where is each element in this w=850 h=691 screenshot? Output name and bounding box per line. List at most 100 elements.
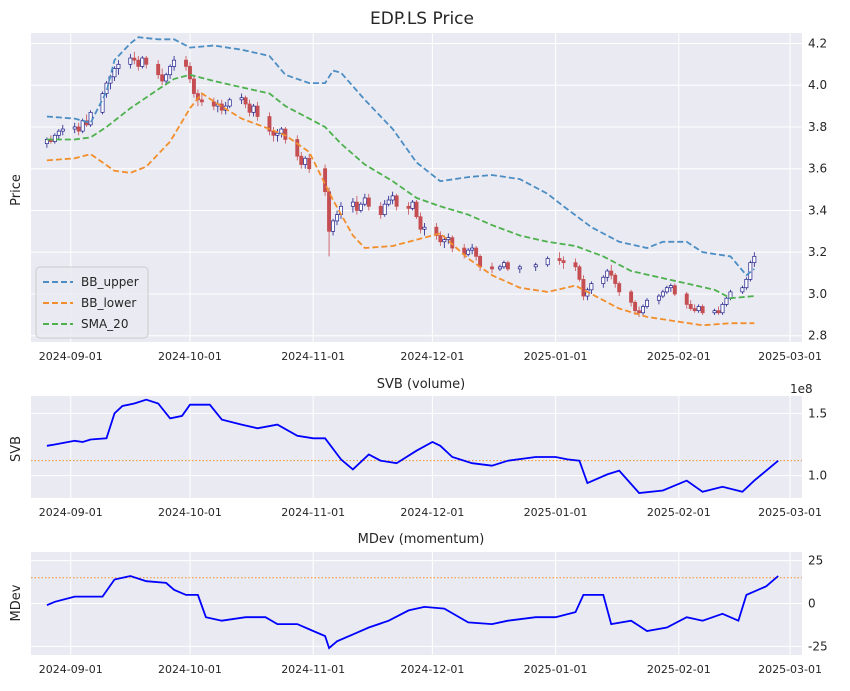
candle-body [716, 310, 721, 314]
candle-body [72, 126, 77, 130]
candle-body [80, 120, 85, 132]
candle-body [219, 103, 224, 111]
candle-body [184, 59, 188, 67]
candle-body [752, 256, 757, 264]
candle-body [299, 155, 304, 165]
svb-x-tick-label: 2024-12-01 [400, 506, 464, 519]
mdev-x-tick-label: 2025-02-01 [647, 663, 711, 676]
mdev-y-tick-label: 0 [808, 597, 816, 611]
candle-body [692, 308, 697, 312]
candle-body [664, 287, 669, 293]
candle-body [446, 237, 451, 241]
price-x-tick-label: 2024-09-01 [39, 350, 103, 363]
price-x-tick-label: 2025-03-01 [758, 350, 822, 363]
candle-body [295, 139, 300, 157]
candle-body [641, 306, 645, 314]
candle-body [390, 195, 395, 201]
candle-body [199, 99, 204, 103]
candle-body [52, 134, 57, 142]
candle-body [589, 283, 594, 291]
candle-body [490, 266, 494, 270]
candle-body [112, 68, 117, 78]
candle-body [724, 297, 729, 305]
mdev-line [46, 575, 779, 650]
mdev-x-tick-label: 2025-03-01 [758, 663, 822, 676]
candle-body [362, 197, 367, 205]
price-y-tick-label: 2.8 [808, 329, 827, 343]
candle-body [581, 279, 586, 297]
svb-ylabel: SVB [9, 436, 24, 462]
mdev-x-tick-label: 2024-10-01 [158, 663, 222, 676]
price-panel: 2024-09-01 2024-10-01 2024-11-01 2024-12-01… [31, 33, 827, 363]
candle-body [605, 270, 610, 278]
candle-body [267, 116, 272, 132]
candle-body [406, 205, 411, 209]
candle-body [128, 57, 133, 65]
candle-body [76, 126, 81, 132]
svb-y-tick-label: 1.0 [808, 469, 827, 483]
candle-body [517, 266, 522, 270]
svb-x-tick-label: 2024-09-01 [39, 506, 103, 519]
candle-body [247, 103, 252, 113]
candle-body [561, 260, 566, 264]
candle-body [211, 101, 216, 107]
candle-body [354, 201, 359, 211]
candle-body [645, 299, 649, 307]
svb-x-tick-label: 2025-03-01 [758, 506, 822, 519]
mdev-x-tick-label: 2024-12-01 [400, 663, 464, 676]
candle-body [466, 249, 471, 255]
candle-body [366, 197, 371, 207]
price-y-tick-label: 3.2 [808, 245, 827, 259]
candle-body [307, 157, 312, 170]
svb-line [46, 398, 779, 494]
candle-body [498, 266, 502, 270]
candle-body [684, 293, 689, 305]
candle-body [501, 262, 506, 268]
candle-body [629, 291, 634, 303]
series-line-sma-20 [46, 73, 755, 300]
legend: BB_upper BB_lower SMA_20 [35, 266, 149, 339]
svb-offset-label: 1e8 [790, 382, 813, 396]
candle-body [601, 276, 606, 284]
candle-body [160, 74, 165, 82]
candle-body [279, 128, 284, 134]
svb-x-tick-label: 2024-11-01 [281, 506, 345, 519]
candle-body [227, 99, 232, 107]
svb-y-tick-label: 1.5 [808, 406, 827, 420]
svb-title: SVB (volume) [377, 377, 466, 392]
candle-body [243, 97, 248, 105]
candle-body [303, 157, 308, 165]
candle-body [533, 264, 538, 268]
price-ylabel: Price [9, 174, 24, 206]
candle-body [239, 97, 244, 101]
price-y-tick-label: 4.0 [808, 78, 827, 92]
price-y-tick-label: 3.0 [808, 287, 827, 301]
candle-body [251, 105, 256, 113]
chart-title: EDP.LS Price [370, 9, 474, 29]
price-y-tick-label: 4.2 [808, 36, 827, 50]
candle-body [434, 226, 439, 236]
price-y-tick-label: 3.4 [808, 203, 827, 217]
candle-body [545, 258, 550, 266]
candle-body [191, 78, 196, 94]
candle-body [275, 132, 280, 136]
candle-body [378, 205, 383, 215]
candle-body [557, 258, 562, 261]
candle-body [335, 214, 339, 222]
candle-body [656, 295, 661, 301]
legend-box [35, 266, 149, 339]
candle-body [668, 285, 673, 289]
candle-body [577, 266, 582, 280]
mdev-y-tick-label: -25 [808, 639, 828, 653]
candle-body [688, 304, 693, 309]
candle-body [350, 201, 355, 207]
mdev-x-tick-label: 2025-01-01 [524, 663, 588, 676]
candle-body [84, 120, 89, 126]
mdev-ylabel: MDev [9, 584, 24, 621]
candle-body [442, 239, 447, 243]
candle-body [394, 195, 399, 207]
candle-body [44, 139, 49, 145]
candle-body [168, 66, 173, 76]
svb-x-tick-label: 2025-02-01 [647, 506, 711, 519]
